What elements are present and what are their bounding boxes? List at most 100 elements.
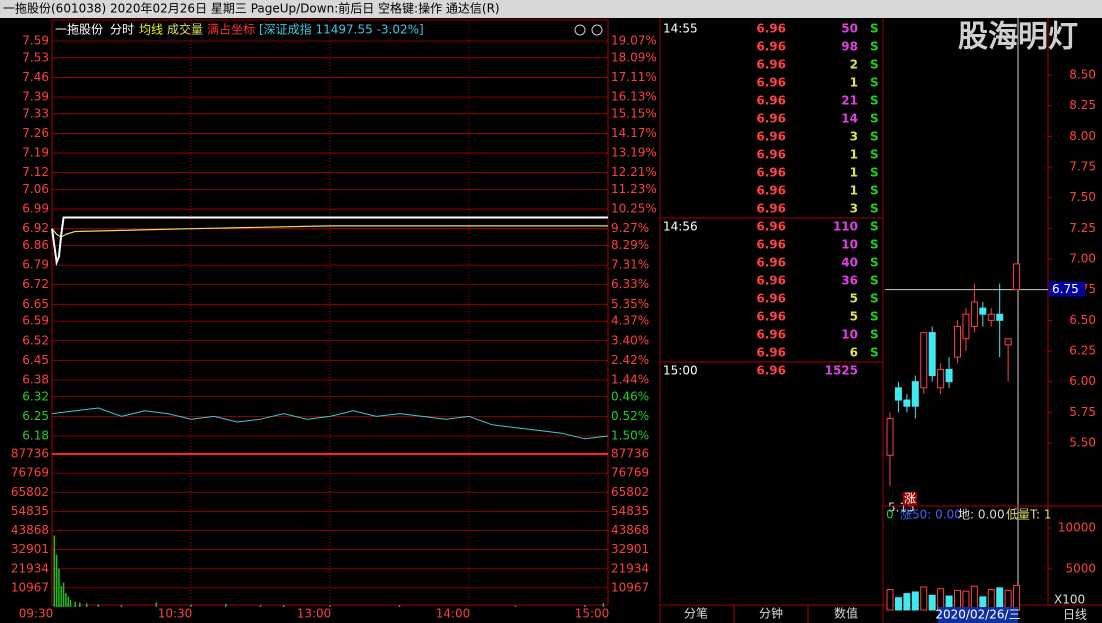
percent-label: 17.11%	[611, 70, 657, 84]
y-tick-label: 21934	[611, 561, 649, 575]
percent-label: 10.25%	[611, 202, 657, 216]
chart-header-item[interactable]: 分时	[110, 23, 134, 37]
volume-bar	[894, 597, 902, 611]
percent-label: 19.07%	[611, 34, 657, 48]
tick-price: 6.96	[756, 220, 786, 234]
tick-volume: 1	[850, 184, 858, 198]
tab[interactable]: 分笔	[684, 606, 708, 621]
y-tick-label: 6.45	[22, 353, 49, 367]
y-tick-label: 32901	[611, 542, 649, 556]
tick-side: S	[870, 310, 879, 324]
tick-side: S	[870, 58, 879, 72]
y-tick-label: 6.25	[22, 409, 49, 423]
tick-side: S	[870, 328, 879, 342]
tick-side: S	[870, 40, 879, 54]
volume-bar	[970, 585, 978, 611]
y-tick-label: 7.33	[22, 106, 49, 120]
candle-body	[945, 368, 953, 383]
candle-body	[970, 301, 978, 327]
y-tick-label: 6.65	[22, 297, 49, 311]
y-tick-label: 87736	[611, 447, 649, 461]
chart-header-item: 一拖股份	[55, 23, 103, 37]
icon-button[interactable]	[574, 24, 586, 36]
volume-bar	[928, 594, 936, 611]
percent-label: 1.44%	[611, 372, 649, 386]
tick-side: S	[870, 346, 879, 360]
y-tick-label: 7.59	[22, 34, 49, 48]
y-tick-label: 5000	[1065, 562, 1096, 576]
tick-price: 6.96	[756, 310, 786, 324]
y-tick-label: 7.25	[1069, 221, 1096, 235]
tick-side: S	[870, 76, 879, 90]
tab[interactable]: 数值	[834, 606, 858, 621]
chart-header-item[interactable]: 满占坐标	[207, 22, 255, 37]
y-tick-label: 7.19	[22, 146, 49, 160]
percent-label: 16.13%	[611, 90, 657, 104]
period-label[interactable]: 日线	[1063, 608, 1087, 622]
y-tick-label: 7.06	[22, 182, 49, 196]
percent-label: 5.35%	[611, 297, 649, 311]
tick-price: 6.96	[756, 130, 786, 144]
tick-side: S	[870, 256, 879, 270]
tick-price: 6.96	[756, 238, 786, 252]
tick-price: 6.96	[756, 112, 786, 126]
percent-label: 8.29%	[611, 238, 649, 252]
y-tick-label: 7.50	[1069, 190, 1096, 204]
tick-side: S	[870, 274, 879, 288]
x-tick-label: 10:30	[158, 607, 193, 621]
candle-body	[996, 313, 1004, 321]
tick-time: 14:56	[663, 220, 698, 234]
tick-volume: 21	[841, 94, 858, 108]
tick-side: S	[870, 148, 879, 162]
y-tick-label: 54835	[611, 504, 649, 518]
chart-header-item[interactable]: 均线	[139, 23, 163, 37]
x-tick-label: 14:00	[436, 607, 471, 621]
percent-label: 4.37%	[611, 314, 649, 328]
tick-volume: 10	[841, 328, 858, 342]
low-marker: 涨	[904, 491, 916, 506]
icon-button[interactable]	[591, 24, 603, 36]
y-tick-label: 6.32	[22, 389, 49, 403]
percent-label: 0.46%	[611, 389, 649, 403]
candle-body	[1004, 338, 1012, 346]
y-tick-label: 6.92	[22, 221, 49, 235]
indicator: 地: 0.00	[958, 508, 1005, 522]
tick-side: S	[870, 292, 879, 306]
percent-label: 12.21%	[611, 165, 657, 179]
y-tick-label: 5.50	[1069, 436, 1096, 450]
tick-volume: 98	[841, 40, 858, 54]
percent-label: 18.09%	[611, 50, 657, 64]
tab[interactable]: 分钟	[759, 606, 783, 621]
y-tick-label: 65802	[611, 485, 649, 499]
tick-price: 6.96	[756, 328, 786, 342]
tick-volume: 36	[841, 274, 858, 288]
tick-price: 6.96	[756, 364, 786, 378]
tick-side: S	[870, 166, 879, 180]
chart-header-item[interactable]: 成交量	[167, 22, 203, 37]
date-box	[938, 607, 1018, 623]
y-tick-label: 87736	[11, 447, 49, 461]
percent-label: 6.33%	[611, 277, 649, 291]
percent-label: 3.40%	[611, 333, 649, 347]
candle-body	[903, 399, 911, 407]
tick-volume: 2	[850, 58, 858, 72]
tick-volume: 5	[850, 292, 858, 306]
volume-bar	[1013, 584, 1021, 611]
tick-volume: 1	[850, 148, 858, 162]
volume-bar	[886, 589, 894, 611]
tick-price: 6.96	[756, 22, 786, 36]
volume-unit: X100	[1054, 593, 1085, 607]
candle-body	[979, 307, 987, 315]
y-tick-label: 43868	[11, 523, 49, 537]
x-tick-label: 13:00	[297, 607, 332, 621]
y-tick-label: 32901	[11, 542, 49, 556]
tick-price: 6.96	[756, 274, 786, 288]
y-tick-label: 6.18	[22, 429, 49, 443]
tick-volume: 10	[841, 238, 858, 252]
volume-bar	[920, 586, 928, 611]
tick-volume: 50	[841, 22, 858, 36]
tick-volume: 110	[833, 220, 858, 234]
tick-volume: 3	[850, 130, 858, 144]
percent-label: 1.50%	[611, 429, 649, 443]
date-label: 2020/02/26/三	[935, 608, 1020, 622]
